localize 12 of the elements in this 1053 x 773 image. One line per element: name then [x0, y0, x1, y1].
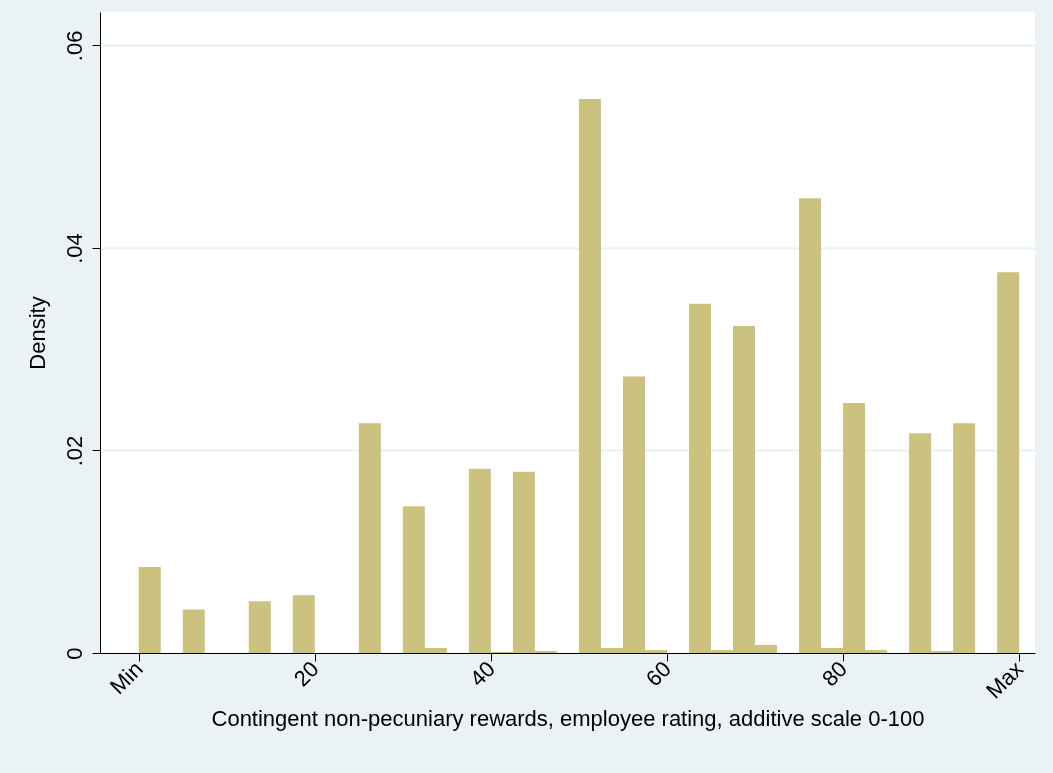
y-tick-label: .04: [61, 233, 87, 264]
x-tick-label: 40: [464, 656, 500, 692]
x-axis-title: Contingent non-pecuniary rewards, employee rating, additive scale 0-100: [211, 705, 925, 731]
y-axis-title: Density: [24, 296, 50, 370]
y-tick-label: .06: [61, 30, 87, 62]
y-tick-label: .02: [61, 435, 87, 467]
x-tick-label: 80: [817, 656, 853, 692]
x-tick-label: Max: [981, 656, 1029, 704]
x-tick-label: 60: [640, 656, 676, 692]
y-tick-label: 0: [61, 647, 87, 660]
x-tick-label: Min: [104, 656, 148, 700]
x-tick-label: 20: [288, 656, 324, 692]
